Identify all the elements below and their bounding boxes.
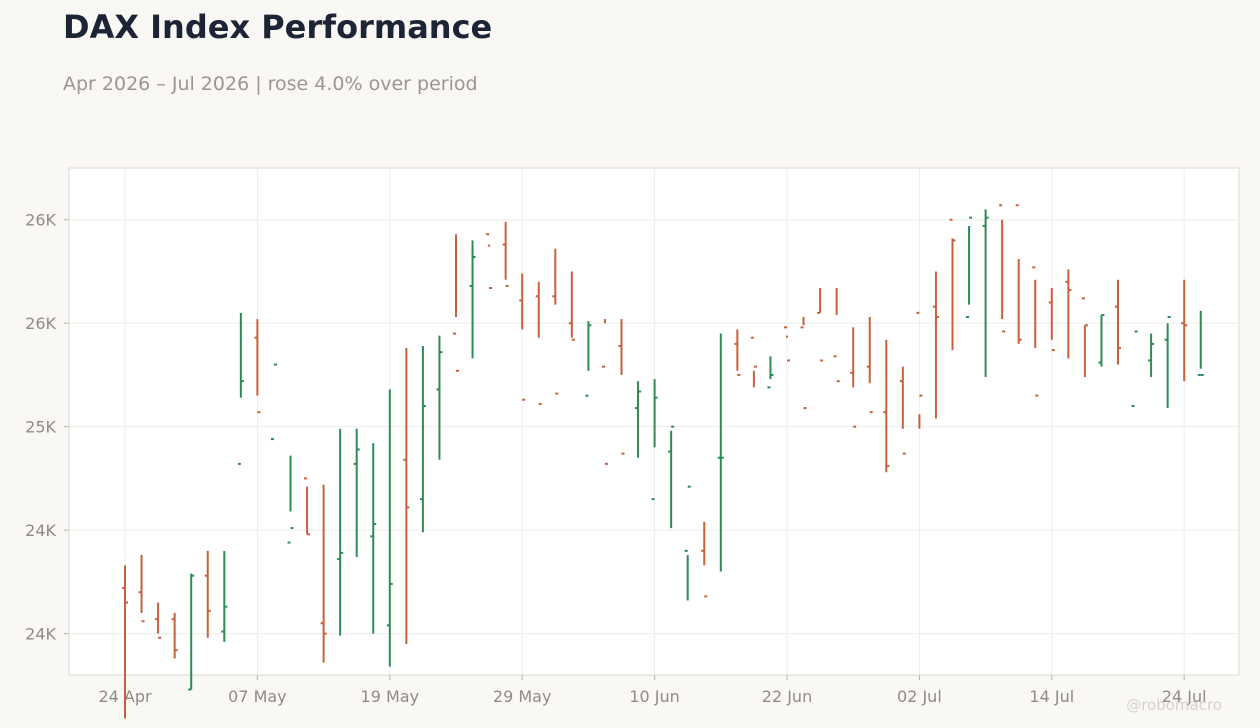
ohlc-bar [734,329,741,376]
ohlc-bar [784,326,790,362]
ohlc-bar [717,333,724,572]
y-axis: 24K 24K 25K 26K 26K [25,211,69,644]
x-tick-label: 10 Jun [629,687,679,706]
ohlc-bar [618,319,625,455]
ohlc-bar [502,221,509,287]
x-tick-label: 22 Jun [762,687,812,706]
ohlc-bar [188,573,195,691]
ohlc-bar [370,443,377,634]
ohlc-bar [833,288,840,383]
y-tick-label: 24K [25,625,56,644]
ohlc-bar [767,356,774,389]
ohlc-bar [535,281,542,405]
ohlc-bar [519,273,526,401]
ohlc-bar [287,455,294,544]
ohlc-bar [320,484,327,663]
ohlc-bar [1148,333,1155,378]
ohlc-bar [601,319,608,465]
ohlc-bar [568,271,575,341]
watermark: @robomacro [1126,696,1222,714]
ohlc-bar [353,428,360,558]
ohlc-series [122,204,1204,719]
ohlc-bar [883,339,890,473]
ohlc-bar [668,425,675,529]
ohlc-bar [651,379,658,501]
ohlc-bar [866,316,873,414]
ohlc-bar [1048,288,1055,352]
chart-subtitle: Apr 2026 – Jul 2026 | rose 4.0% over per… [63,73,478,95]
ohlc-bar [850,327,857,428]
ohlc-bar [304,477,311,536]
ohlc-bar [204,550,211,638]
x-tick-label: 19 May [361,687,420,706]
ohlc-bar [337,428,344,636]
ohlc-bar [684,485,691,601]
x-axis: 24 Apr 07 May 19 May 29 May 10 Jun 22 Jun 02 J… [98,675,1207,706]
ohlc-bar [932,271,939,419]
ohlc-bar [817,288,824,362]
ohlc-bar [221,550,228,642]
ohlc-bar [237,312,244,465]
x-tick-label: 29 May [493,687,552,706]
x-tick-label: 24 Jul [1162,687,1207,706]
ohlc-bar [155,602,162,639]
ohlc-bar [635,381,642,458]
ohlc-bar [1098,313,1105,367]
ohlc-bar [800,316,807,410]
ohlc-bar [701,521,708,598]
ohlc-bar [750,336,757,388]
ohlc-bar [386,389,393,667]
ohlc-bar [171,612,178,659]
y-tick-label: 26K [25,314,56,333]
y-tick-label: 26K [25,211,56,230]
ohlc-bar [1197,310,1204,376]
ohlc-bar [1032,266,1039,397]
x-tick-label: 14 Jul [1029,687,1074,706]
ohlc-bar [486,233,493,290]
ohlc-bar [1181,279,1188,382]
ohlc-bar [403,348,410,644]
ohlc-bar [899,366,906,455]
y-tick-label: 25K [25,418,56,437]
ohlc-bar [419,345,426,533]
ohlc-bar [966,216,973,318]
x-tick-label: 07 May [228,687,287,706]
ohlc-bar [469,240,476,359]
ohlc-bar [270,363,277,441]
ohlc-bar [1115,279,1121,365]
ohlc-bar [453,234,459,372]
ohlc-bar [1164,315,1171,409]
ohlc-bar [1081,297,1088,378]
grid [69,168,1239,675]
ohlc-bar [1131,330,1138,407]
ohlc-bar [949,218,956,351]
ohlc-bar [916,311,923,429]
ohlc-bar [138,554,145,623]
ohlc-bar [552,248,559,395]
ohlc-bar [999,204,1006,333]
chart-title: DAX Index Performance [63,8,493,46]
y-tick-label: 24K [25,521,56,540]
ohlc-bar [982,209,989,378]
ohlc-bar [122,565,128,719]
ohlc-bar [1015,204,1022,344]
ohlc-bar [254,319,261,414]
ohlc-bar [436,335,443,460]
ohlc-bar [1065,269,1072,359]
x-tick-label: 02 Jul [897,687,942,706]
ohlc-bar [585,321,592,397]
